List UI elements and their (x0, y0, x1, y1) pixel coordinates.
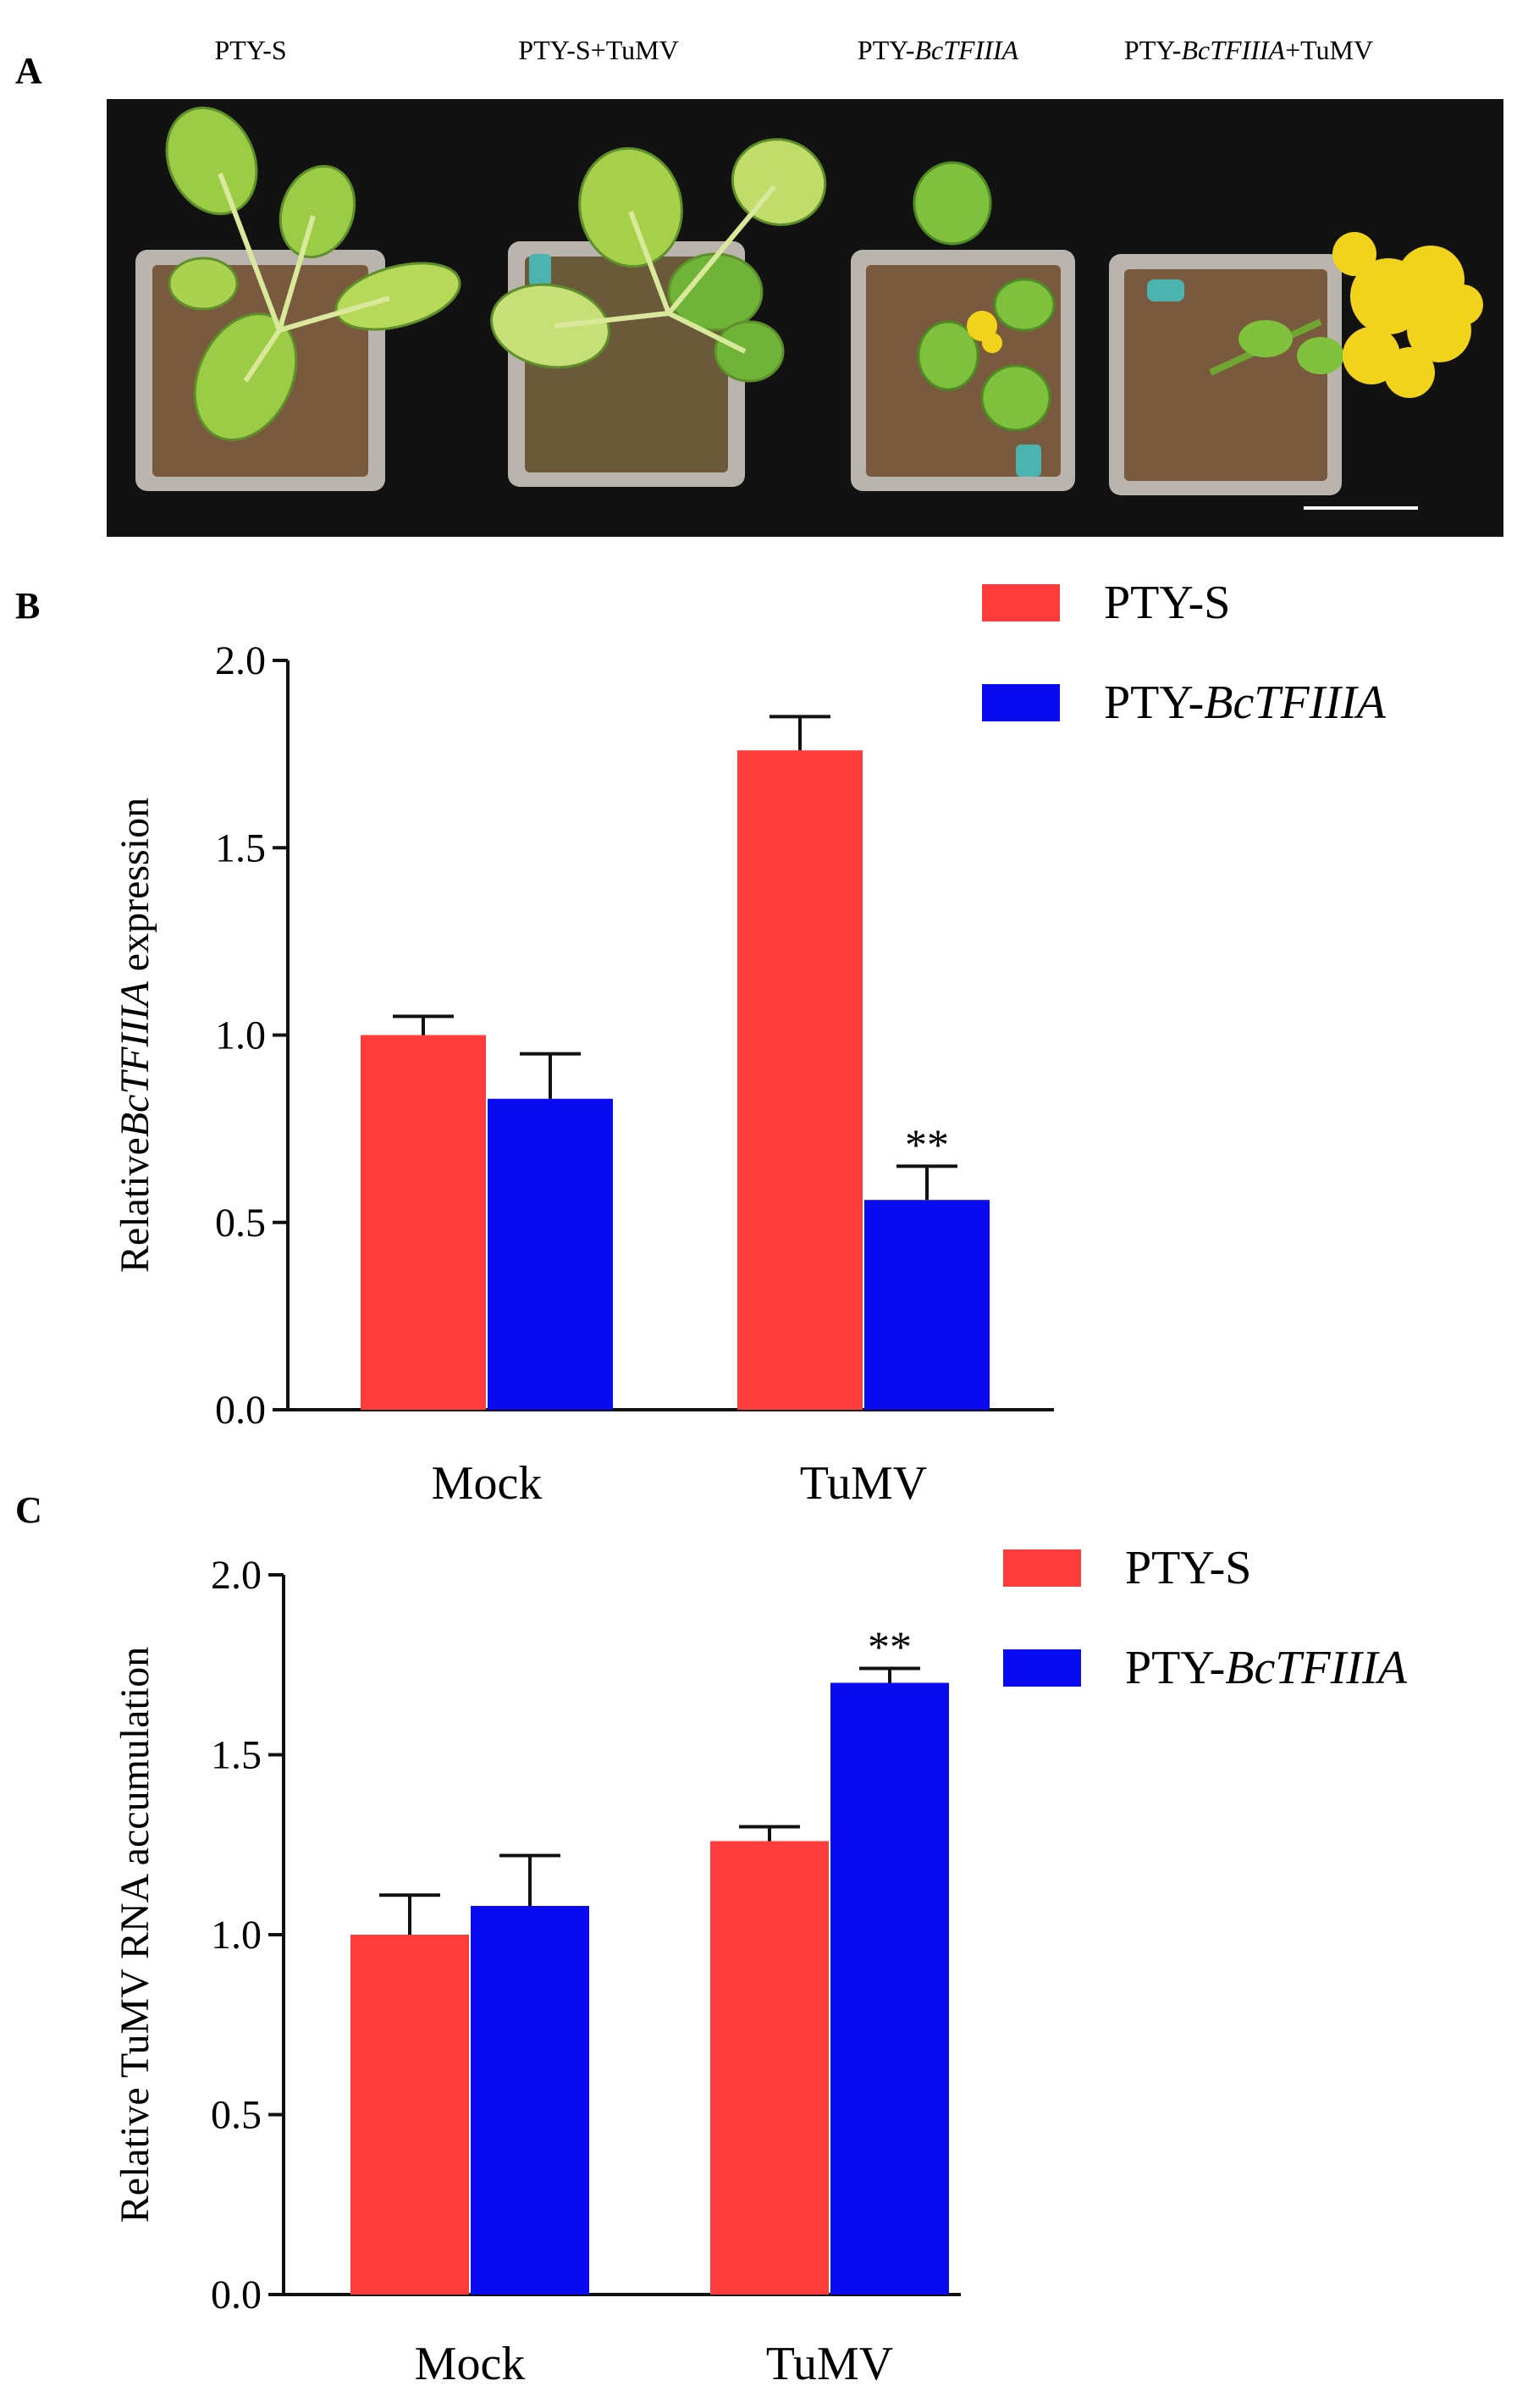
flower-cluster (1332, 232, 1483, 398)
plant-2 (490, 138, 827, 383)
x-category-label: Mock (432, 1457, 543, 1510)
bar-pty-s-mock (361, 1035, 486, 1410)
chart-b: 0.0 0.5 1.0 1.5 2.0 RelativeBcTFIIIA expressi… (113, 577, 1387, 1510)
significance-label: ** (905, 1121, 949, 1169)
plant-3 (913, 161, 1056, 432)
y-tick-label: 0.5 (211, 2093, 262, 2138)
bar-pty-s-mock (350, 1935, 469, 2295)
bar-pty-s-tumv (710, 1841, 829, 2295)
plant-photo (107, 99, 1503, 537)
y-tick-label: 1.0 (215, 1013, 266, 1058)
bar-pty-s-tumv (737, 750, 863, 1410)
bar-pty-bctfiiia-mock (471, 1906, 589, 2295)
label-tag-3 (1016, 445, 1041, 477)
bar-pty-bctfiiia-tumv (864, 1200, 990, 1410)
y-tick-label: 1.0 (211, 1913, 262, 1958)
pot-2 (490, 138, 827, 487)
photo-label-4: PTY-BcTFIIIA+TuMV (1124, 35, 1373, 65)
y-tick-label: 2.0 (211, 1553, 262, 1598)
legend-label: PTY-BcTFIIIA (1104, 677, 1387, 729)
panel-a-labels: PTY-S PTY-S+TuMV PTY-BcTFIIIA PTY-BcTFII… (214, 35, 1373, 65)
legend-swatch (982, 584, 1060, 621)
panel-c-letter: C (15, 1489, 42, 1531)
y-tick-label: 1.5 (211, 1733, 262, 1778)
legend-label: PTY-BcTFIIIA (1125, 1642, 1408, 1694)
plant-4 (1209, 232, 1483, 398)
y-axis-label: RelativeBcTFIIIA expression (113, 798, 157, 1273)
x-category-label: Mock (415, 2338, 526, 2390)
label-tag-2 (529, 254, 551, 286)
legend-label: PTY-S (1104, 577, 1230, 629)
plant-1 (165, 106, 461, 441)
panel-b-letter: B (15, 585, 40, 627)
y-tick-label: 2.0 (215, 638, 266, 683)
y-tick-label: 1.5 (215, 826, 266, 870)
photo-label-2: PTY-S+TuMV (518, 35, 678, 65)
legend-swatch (1003, 1549, 1081, 1587)
y-axis-label: Relative TuMV RNA accumulation (113, 1647, 157, 2223)
pot-4 (1109, 232, 1483, 495)
panel-a-letter: A (15, 50, 42, 91)
y-tick-label: 0.5 (215, 1201, 266, 1245)
x-category-label: TuMV (766, 2338, 893, 2390)
pot-1 (135, 106, 461, 491)
y-tick-label: 0.0 (215, 1388, 266, 1433)
x-category-label: TuMV (800, 1457, 927, 1510)
legend-label: PTY-S (1125, 1542, 1251, 1594)
bar-pty-bctfiiia-tumv (830, 1682, 949, 2295)
photo-label-3: PTY-BcTFIIIA (858, 35, 1019, 65)
label-tag-4 (1147, 279, 1184, 301)
legend-swatch (1003, 1649, 1081, 1687)
photo-label-1: PTY-S (214, 35, 286, 65)
bar-pty-bctfiiia-mock (488, 1098, 613, 1410)
legend-swatch (982, 684, 1060, 721)
chart-c: 0.0 0.5 1.0 1.5 2.0 Relative TuMV RNA accumul… (113, 1542, 1408, 2390)
y-tick-label: 0.0 (211, 2273, 262, 2317)
pot-3 (851, 161, 1075, 491)
significance-label: ** (868, 1624, 912, 1672)
